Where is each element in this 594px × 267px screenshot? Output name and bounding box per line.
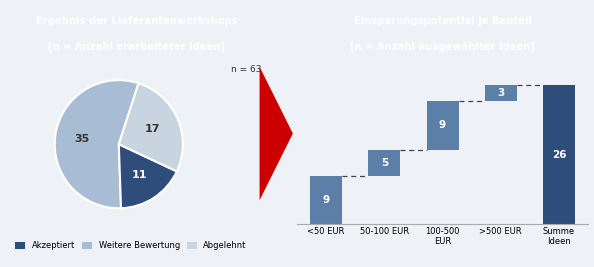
Text: 11: 11 — [131, 170, 147, 180]
Wedge shape — [55, 80, 138, 208]
Text: 17: 17 — [145, 124, 160, 134]
Text: 3: 3 — [497, 88, 504, 99]
Text: Ergebnis der Lieferantenworkshops: Ergebnis der Lieferantenworkshops — [36, 15, 238, 26]
Text: [n = Anzahl erarbeiteter Ideen]: [n = Anzahl erarbeiteter Ideen] — [48, 42, 225, 52]
Wedge shape — [119, 144, 177, 208]
Text: [n = Anzahl ausgewählter Ideen]: [n = Anzahl ausgewählter Ideen] — [350, 42, 535, 52]
Text: 26: 26 — [552, 150, 566, 160]
Bar — [368, 150, 400, 176]
Text: Einsparungspotential je Bauteil: Einsparungspotential je Bauteil — [353, 15, 532, 26]
Text: n = 63: n = 63 — [231, 65, 261, 74]
Polygon shape — [260, 67, 293, 200]
Bar — [485, 85, 517, 101]
Wedge shape — [119, 83, 183, 171]
Text: 9: 9 — [323, 195, 330, 205]
Text: 5: 5 — [381, 158, 388, 168]
Bar — [310, 176, 342, 224]
Bar — [426, 101, 459, 150]
Legend: Akzeptiert, Weitere Bewertung, Abgelehnt: Akzeptiert, Weitere Bewertung, Abgelehnt — [15, 241, 247, 250]
Bar — [543, 85, 575, 224]
Text: n = 26: n = 26 — [552, 65, 582, 74]
Text: 9: 9 — [439, 120, 446, 131]
Text: 35: 35 — [74, 134, 90, 144]
